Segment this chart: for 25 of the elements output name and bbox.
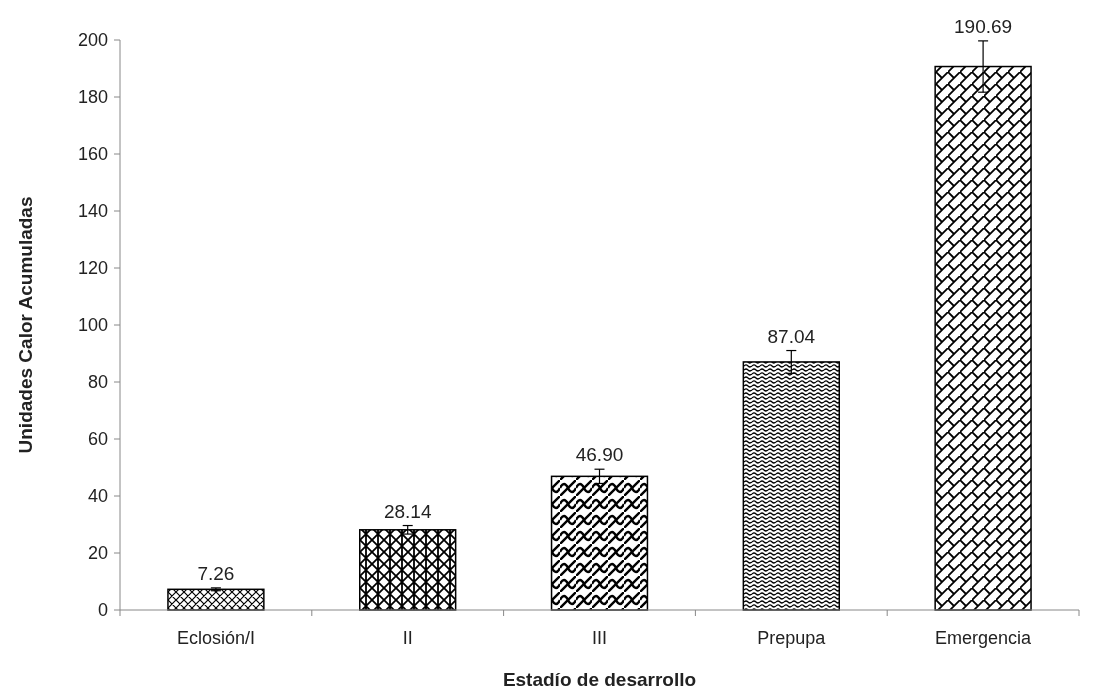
y-axis-title: Unidades Calor Acumuladas [15,196,36,454]
x-tick-label: Emergencia [935,628,1033,648]
x-tick-label: II [402,628,413,648]
y-tick-label: 100 [77,315,108,336]
bar [167,588,265,611]
data-label: 87.04 [767,325,816,347]
y-tick-label: 140 [77,201,108,222]
y-tick-label: 200 [77,30,108,51]
y-tick-label: 160 [77,144,108,165]
y-tick-label: 20 [87,543,108,564]
y-tick-label: 60 [87,429,108,450]
data-label: 28.14 [383,500,432,522]
x-axis-title: Estadío de desarrollo [502,669,697,690]
data-label: 190.69 [954,15,1013,37]
x-tick-label: Eclosión/I [176,628,255,648]
y-tick-label: 0 [97,600,108,621]
x-tick-label: III [591,628,608,648]
y-tick-label: 80 [87,372,108,393]
y-tick-label: 180 [77,87,108,108]
y-tick-label: 120 [77,258,108,279]
bar [359,529,457,611]
data-label: 7.26 [197,562,235,584]
y-tick-label: 40 [87,486,108,507]
x-tick-label: Prepupa [757,628,827,648]
data-label: 46.90 [575,444,624,466]
